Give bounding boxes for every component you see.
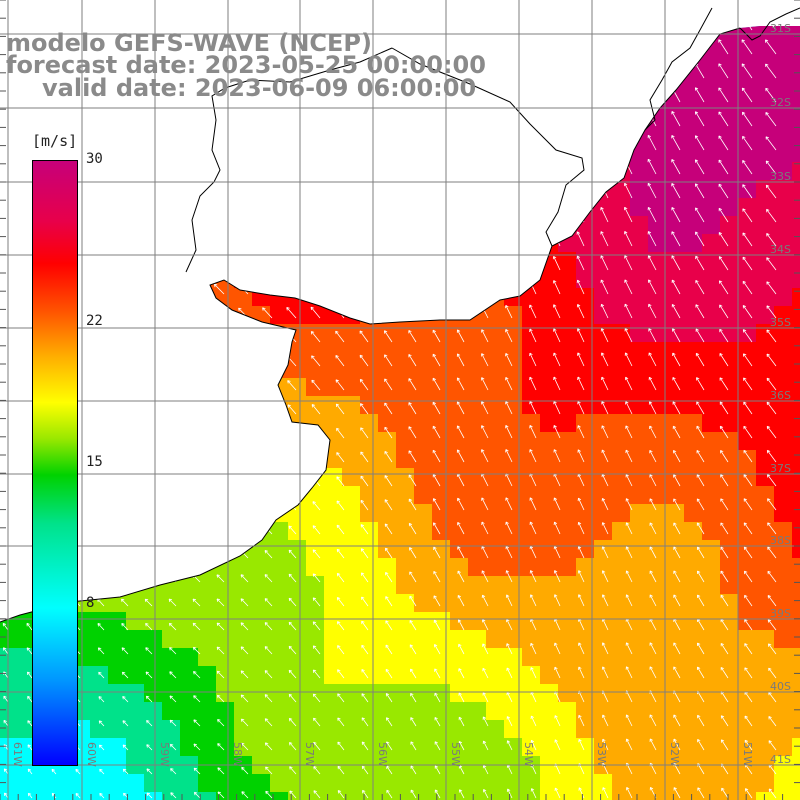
latitude-label: 35S [770,316,791,329]
longitude-label: 54W [522,742,535,767]
longitude-label: 57W [303,742,316,767]
latitude-label: 31S [770,22,791,35]
inland-border-2 [391,47,585,247]
longitude-label: 51W [741,742,754,767]
longitude-label: 61W [11,742,24,767]
longitude-label: 58W [231,742,244,767]
latitude-label: 32S [770,96,791,109]
lagoon-border [644,7,713,131]
latitude-label: 36S [770,389,791,402]
longitude-label: 52W [668,742,681,767]
latitude-label: 38S [770,534,791,547]
colorbar [32,160,78,766]
colorbar-tick-label: 15 [86,454,103,470]
colorbar-unit: [m/s] [32,132,78,150]
latitude-label: 39S [770,607,791,620]
colorbar-tick-label: 8 [86,595,95,612]
coastline [0,27,741,623]
map-title-forecast-date: forecast date: 2023-05-25 00:00:00 [6,51,486,79]
longitude-labels: 61W 60W 59W 58W 57W 56W 55W 54W 53W 52W 51W [11,742,754,767]
latitude-label: 34S [770,243,791,256]
longitude-label: 59W [158,742,171,767]
latitude-label: 41S [770,753,791,766]
map-title-valid-date: valid date: 2023-06-09 06:00:00 [42,74,477,102]
map-title-model: modelo GEFS-WAVE (NCEP) [6,29,372,57]
latitude-labels: 31S 32S 33S 34S 35S 36S 37S 38S 39S 40S 41S [770,22,791,766]
latitude-label: 33S [770,170,791,183]
colorbar-tick-label: 30 [86,151,103,167]
latitude-label: 40S [770,680,791,693]
inland-border-3 [739,7,800,41]
colorbar-tick-label: 22 [86,312,103,329]
longitude-label: 60W [85,742,98,767]
latitude-label: 37S [770,462,791,475]
longitude-label: 55W [449,742,462,767]
longitude-label: 56W [376,742,389,767]
longitude-label: 53W [595,742,608,767]
inland-border [185,47,393,273]
